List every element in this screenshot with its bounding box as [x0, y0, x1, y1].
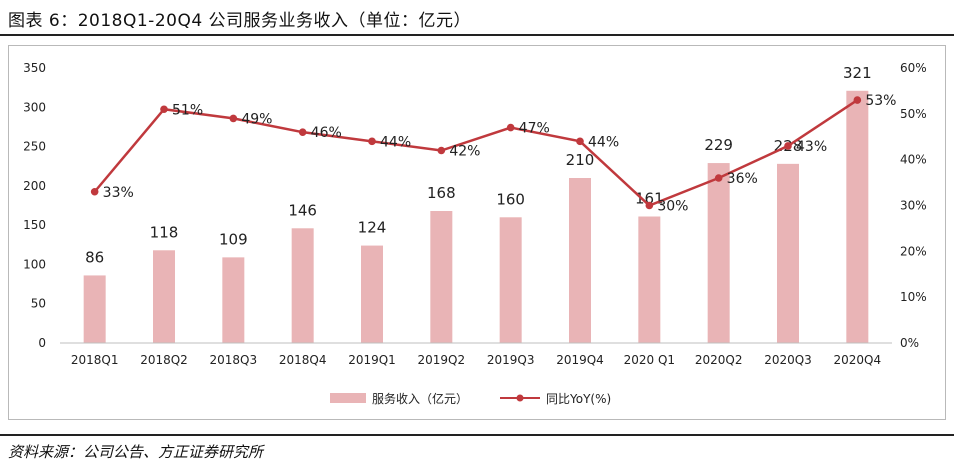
bar [430, 211, 453, 343]
bar [361, 245, 383, 343]
bar [499, 217, 522, 343]
right-axis-tick-label: 10% [900, 290, 927, 304]
legend-bar-label: 服务收入（亿元） [372, 391, 468, 406]
left-axis: 0 50 100 150 200 250 300 350 [23, 61, 46, 350]
line-point [298, 128, 307, 136]
bar-value-label: 124 [358, 219, 387, 237]
x-axis-tick-label: 2018Q3 [210, 353, 258, 367]
line-point [576, 137, 584, 146]
line-point [90, 187, 99, 196]
line-value-label: 36% [727, 171, 758, 187]
legend-bar-swatch [330, 393, 366, 403]
legend: 服务收入（亿元） 同比YoY(%) [330, 391, 611, 406]
left-axis-tick-label: 200 [23, 179, 46, 193]
right-axis-tick-label: 20% [900, 244, 927, 258]
line-value-label: 43% [796, 139, 827, 155]
line-value-label: 33% [103, 185, 134, 201]
x-axis-tick-label: 2018Q1 [71, 353, 119, 367]
bar-value-label: 321 [843, 64, 872, 82]
line-value-label: 30% [657, 199, 688, 215]
bar-labels: 86118109146124168160210161229228321 [85, 64, 872, 267]
line-series [90, 96, 862, 210]
line-value-label: 47% [519, 121, 550, 137]
right-axis-tick-label: 40% [900, 153, 927, 167]
line-path [93, 99, 859, 207]
bar [291, 228, 314, 343]
left-axis-tick-label: 50 [31, 297, 46, 311]
bar-value-label: 168 [427, 184, 456, 202]
line-value-label: 53% [865, 93, 896, 109]
line-point [645, 201, 654, 210]
line-value-label: 49% [241, 111, 272, 127]
x-axis-tick-label: 2019Q2 [418, 353, 466, 367]
line-point [229, 114, 238, 123]
line-value-label: 44% [380, 134, 411, 150]
bar [153, 250, 175, 343]
line-value-label: 46% [311, 125, 342, 141]
title-divider [0, 34, 954, 36]
bar-value-label: 146 [288, 201, 317, 219]
x-axis-tick-label: 2019Q4 [556, 353, 604, 367]
bar [707, 163, 730, 343]
bar [638, 216, 661, 343]
x-axis-tick-label: 2020Q3 [764, 353, 812, 367]
line-value-label: 51% [172, 102, 203, 118]
right-axis-tick-label: 30% [900, 199, 927, 213]
right-axis: 0% 10% 20% 30% 40% 50% 60% [900, 61, 927, 350]
line-point [714, 174, 723, 182]
right-axis-tick-label: 50% [900, 107, 927, 121]
x-axis-tick-label: 2019Q1 [348, 353, 396, 367]
line-value-label: 44% [588, 134, 619, 150]
left-axis-tick-label: 150 [23, 218, 46, 232]
left-axis-tick-label: 0 [38, 336, 46, 350]
bar-value-label: 86 [85, 248, 104, 266]
line-point [506, 123, 515, 132]
bar-series [83, 90, 869, 344]
bar [83, 275, 106, 343]
line-point [368, 137, 376, 146]
left-axis-tick-label: 100 [23, 257, 46, 271]
bar [569, 178, 591, 343]
chart-frame [8, 45, 946, 420]
line-point [437, 146, 446, 155]
left-axis-tick-label: 300 [23, 100, 46, 114]
legend-line-marker [516, 394, 524, 402]
bar-value-label: 118 [150, 223, 179, 241]
bar [846, 90, 869, 344]
bar-value-label: 229 [704, 136, 733, 154]
x-axis-tick-label: 2019Q3 [487, 353, 535, 367]
x-axis-tick-label: 2018Q4 [279, 353, 327, 367]
source-note: 资料来源：公司公告、方正证券研究所 [8, 443, 264, 461]
left-axis-tick-label: 250 [23, 140, 46, 154]
bar-value-label: 109 [219, 230, 248, 248]
x-axis: 2018Q1 2018Q2 2018Q3 2018Q4 2019Q1 2019Q2 2019… [60, 342, 892, 367]
left-axis-tick-label: 350 [23, 61, 46, 75]
line-point [160, 105, 168, 114]
right-axis-tick-label: 0% [900, 336, 919, 350]
source-divider [0, 434, 954, 436]
bar [222, 257, 245, 343]
x-axis-tick-label: 2020 Q1 [624, 353, 675, 367]
legend-line-label: 同比YoY(%) [546, 392, 611, 406]
right-axis-tick-label: 60% [900, 61, 927, 75]
line-value-label: 42% [449, 144, 480, 160]
x-axis-tick-label: 2020Q4 [834, 353, 882, 367]
x-axis-tick-label: 2020Q2 [695, 353, 743, 367]
x-axis-tick-label: 2018Q2 [140, 353, 188, 367]
line-point [784, 142, 792, 150]
line-point [853, 96, 862, 104]
line-labels: 33% 51% 49% 46% 44% 42% 47% 44% 30% 36% 43% 53% [103, 93, 897, 214]
bar [777, 163, 799, 343]
chart-title: 图表 6：2018Q1-20Q4 公司服务业务收入（单位：亿元） [8, 11, 472, 31]
bar-value-label: 160 [496, 190, 525, 208]
bar-value-label: 210 [566, 151, 595, 169]
